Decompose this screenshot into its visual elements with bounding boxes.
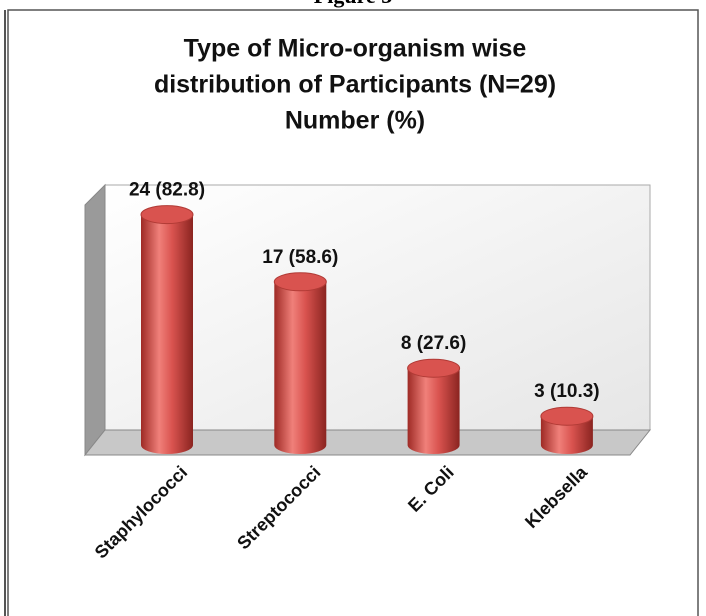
chart-title: Number (%)	[285, 107, 425, 135]
cylinder-top	[140, 205, 194, 225]
cylinder-top	[273, 272, 327, 292]
frame-edge	[4, 10, 6, 616]
x-tick-label: Staphylococci	[91, 462, 191, 562]
cylinder-body	[407, 368, 460, 455]
floor	[83, 429, 652, 456]
chart-title: Type of Micro-organism wise	[184, 35, 527, 63]
side-wall	[84, 183, 106, 457]
frame	[7, 9, 699, 616]
value-label: 8 (27.6)	[401, 333, 466, 354]
value-label: 17 (58.6)	[262, 247, 338, 268]
figure-label: Figure 3	[314, 0, 392, 8]
x-tick-label: Streptococci	[233, 462, 324, 553]
x-tick-label: E. Coli	[404, 462, 458, 516]
chart-title: distribution of Participants (N=29)	[154, 71, 556, 99]
cylinder-top	[407, 358, 461, 378]
cylinder-body	[141, 214, 193, 454]
cylinder-top	[540, 406, 594, 426]
value-label: 3 (10.3)	[534, 381, 599, 402]
x-tick-label: Klebsella	[521, 461, 592, 532]
value-label: 24 (82.8)	[129, 180, 205, 201]
cylinder-body	[274, 281, 327, 455]
cylinder-body	[540, 416, 593, 455]
